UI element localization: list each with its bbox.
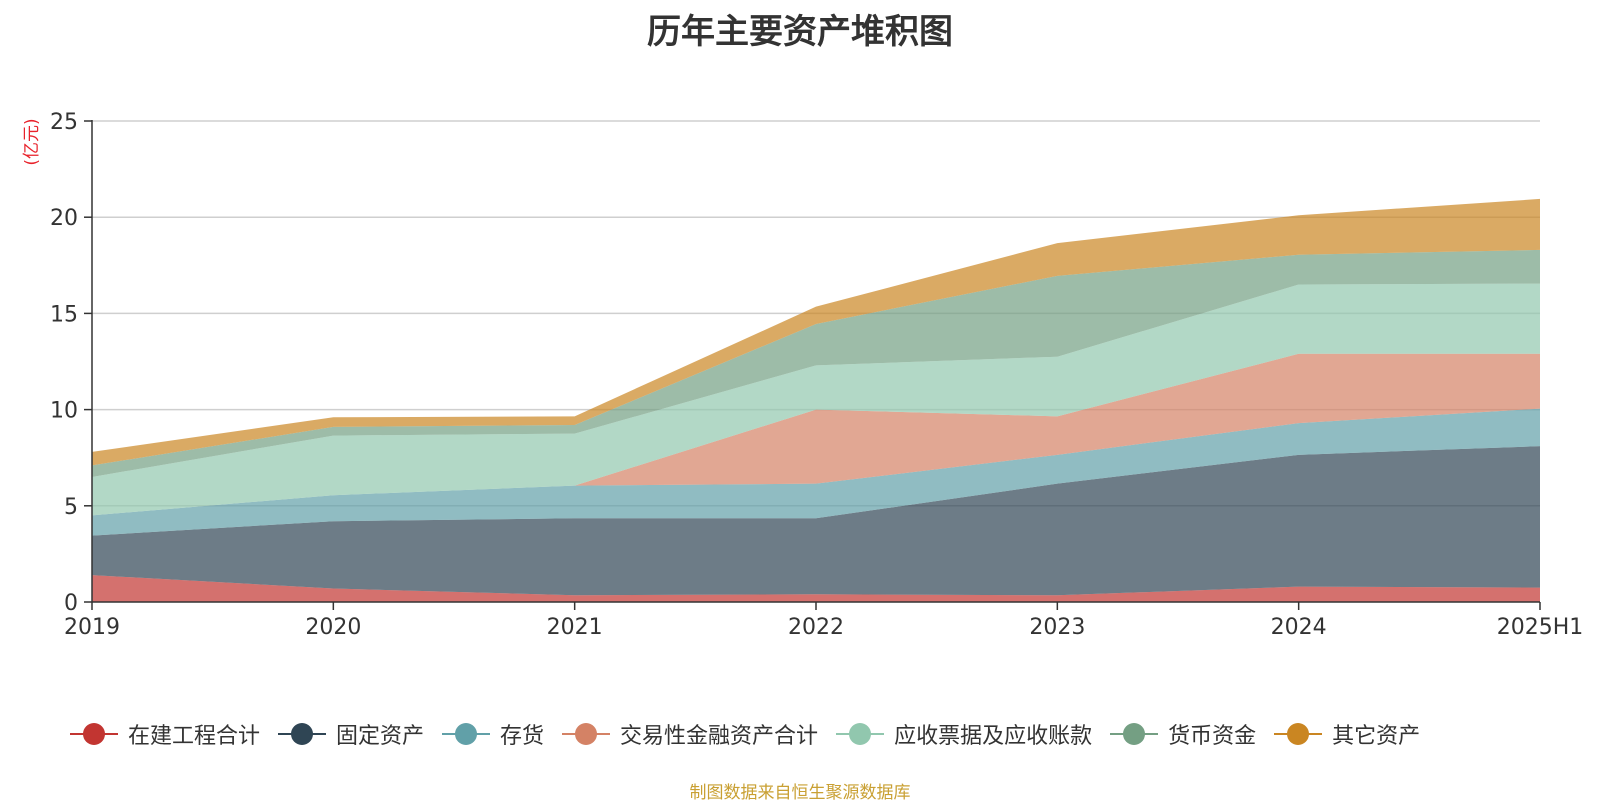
legend-item[interactable]: 货币资金 [1110, 718, 1256, 750]
area-存货 [92, 408, 1540, 536]
legend-item[interactable]: 其它资产 [1274, 718, 1420, 750]
x-tick-label: 2025H1 [1497, 615, 1584, 640]
area-应收票据及应收账款 [92, 283, 1540, 516]
x-tick-label: 2022 [788, 615, 844, 640]
y-tick-label: 0 [64, 591, 78, 616]
axes: 0 5 10 15 20 25 2019 2020 2021 2022 2023 2024 2025H1 [50, 110, 1583, 640]
legend-marker-icon [1110, 721, 1159, 747]
legend-marker-icon [836, 721, 885, 747]
legend-marker-icon [1274, 721, 1323, 747]
y-axis-unit-label: (亿元) [22, 118, 42, 165]
area-固定资产 [92, 446, 1540, 596]
y-tick-label: 25 [50, 110, 78, 135]
y-tick-label: 5 [64, 495, 78, 520]
legend-item[interactable]: 交易性金融资产合计 [562, 718, 818, 750]
area-series [92, 198, 1540, 602]
area-交易性金融资产合计 [92, 353, 1540, 516]
area-其它资产 [92, 198, 1540, 466]
legend-label: 在建工程合计 [128, 724, 261, 749]
legend-label: 固定资产 [336, 724, 425, 749]
chart-title: 历年主要资产堆积图 [647, 12, 953, 52]
y-tick-label: 20 [50, 206, 78, 231]
legend-label: 存货 [500, 724, 545, 749]
legend-marker-icon [442, 721, 491, 747]
legend-marker-icon [278, 721, 327, 747]
legend-label: 交易性金融资产合计 [620, 724, 819, 749]
legend-item[interactable]: 在建工程合计 [70, 718, 260, 750]
x-tick-label: 2021 [547, 615, 603, 640]
legend-marker-icon [70, 721, 118, 747]
legend-label: 货币资金 [1168, 724, 1257, 749]
area-货币资金 [92, 249, 1540, 477]
x-tick-label: 2020 [305, 615, 361, 640]
y-tick-label: 10 [50, 399, 78, 424]
legend: 在建工程合计 固定资产 存货 交易性金融资产合计 应收票据及应收账款 货币资金 其它资产 [70, 718, 1420, 750]
x-tick-label: 2024 [1271, 615, 1327, 640]
legend-label: 应收票据及应收账款 [894, 724, 1093, 749]
legend-item[interactable]: 固定资产 [278, 718, 424, 750]
legend-marker-icon [562, 721, 611, 747]
legend-item[interactable]: 存货 [442, 718, 544, 750]
legend-item[interactable]: 应收票据及应收账款 [836, 718, 1092, 750]
x-tick-label: 2023 [1029, 615, 1085, 640]
area-在建工程合计 [92, 575, 1540, 602]
source-note: 制图数据来自恒生聚源数据库 [689, 783, 911, 803]
x-tick-label: 2019 [64, 615, 120, 640]
y-tick-label: 15 [50, 302, 78, 327]
legend-label: 其它资产 [1332, 724, 1421, 749]
